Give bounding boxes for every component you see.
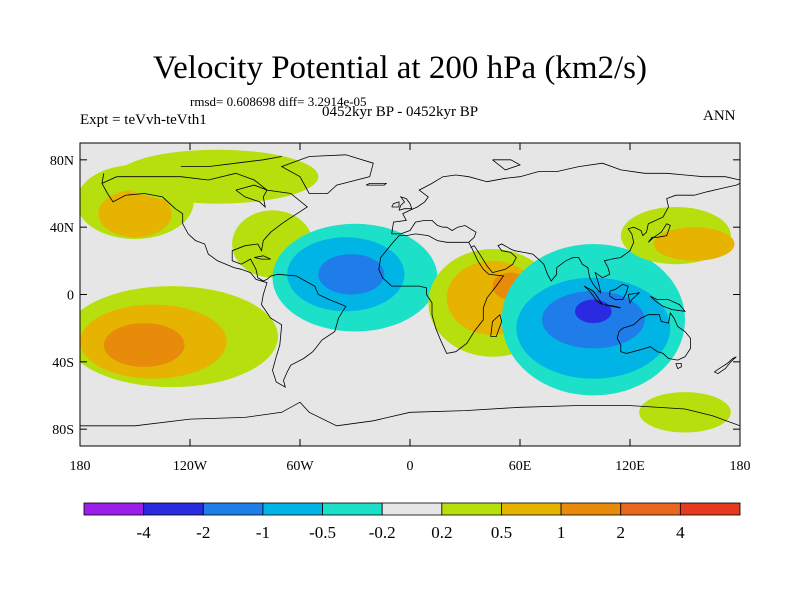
colorbar: -4 -2 -1 -0.5 -0.2 0.2 0.5 1 2 4: [83, 502, 741, 542]
colorbar-label: -1: [256, 523, 270, 542]
coastline-segment: [101, 173, 105, 184]
colorbar-swatch: [143, 502, 204, 516]
lon-tick-label: 180: [70, 459, 91, 474]
coastline-segment: [649, 295, 686, 312]
lat-tick-label: 40S: [52, 356, 74, 371]
colorbar-label: -0.2: [369, 523, 396, 542]
coastline-segment: [378, 220, 505, 354]
experiment-label: Expt = teVvh-teVth1: [80, 112, 207, 128]
lat-tick-label: 80S: [52, 423, 74, 438]
colorbar-label: 1: [557, 523, 566, 542]
contour-region: [575, 299, 612, 324]
contour-region: [98, 190, 172, 238]
coastline-segment: [470, 183, 740, 294]
coastline-segment: [675, 363, 682, 370]
lat-tick-label: 40N: [50, 221, 74, 236]
coastline-segment: [583, 285, 603, 305]
lon-tick-label: 180: [730, 459, 751, 474]
colorbar-swatch: [202, 502, 264, 516]
lon-tick-label: 120W: [173, 459, 208, 474]
colorbar-swatch: [560, 502, 622, 516]
lon-tick-label: 60W: [286, 459, 314, 474]
contour-region: [653, 227, 735, 261]
lon-tick-label: 120E: [615, 459, 645, 474]
contour-region: [318, 254, 385, 295]
coastline-segment: [80, 401, 740, 427]
colorbar-swatch: [322, 502, 383, 516]
coastline-segment: [492, 159, 521, 171]
colorbar-swatch: [83, 502, 145, 516]
coastline-segment: [365, 183, 388, 186]
latitude-axis: 80N 40N 0 40S 80S: [50, 154, 740, 438]
colorbar-label: 2: [616, 523, 625, 542]
lat-tick-label: 0: [67, 289, 74, 304]
coastline-segment: [398, 196, 413, 211]
longitude-axis: 180 120W 60W 0 60E 120E 180: [70, 143, 751, 474]
colorbar-label: -4: [137, 523, 152, 542]
coastline-segment: [604, 304, 621, 309]
colorbar-label: -2: [196, 523, 210, 542]
colorbar-swatch: [501, 502, 562, 516]
lat-tick-label: 80N: [50, 154, 74, 169]
coastline-segment: [235, 184, 268, 209]
colorbar-swatch: [262, 502, 323, 516]
colorbar-label: 4: [676, 523, 685, 542]
coastline-segment: [101, 172, 347, 388]
coastline-segment: [490, 313, 503, 337]
lon-tick-label: 60E: [509, 459, 532, 474]
coastline-segment: [609, 283, 629, 300]
coastline-segment: [180, 156, 282, 167]
colorbar-swatch: [679, 502, 741, 516]
coastline-segment: [647, 223, 671, 243]
colorbar-label: 0.2: [431, 523, 452, 542]
coastline-segment: [254, 255, 271, 260]
coastline-segment: [627, 292, 641, 305]
season-label: ANN: [703, 108, 736, 124]
coastline-segment: [391, 201, 400, 208]
coastline-segment: [714, 356, 737, 375]
coastlines: [80, 154, 740, 427]
colorbar-swatch: [441, 502, 502, 516]
coastline-segment: [391, 162, 740, 234]
lon-tick-label: 0: [407, 459, 414, 474]
statistics-text: rmsd= 0.608698 diff= 3.2914e-05: [190, 94, 367, 109]
period-label: 0452kyr BP - 0452kyr BP: [322, 104, 479, 120]
plot-title: Velocity Potential at 200 hPa (km2/s): [152, 50, 648, 86]
contour-region: [639, 392, 731, 433]
velocity-potential-field: [80, 149, 735, 433]
coastline-segment: [280, 154, 374, 194]
coastline-segment: [616, 312, 691, 361]
colorbar-label: -0.5: [309, 523, 336, 542]
contour-region: [103, 323, 185, 367]
colorbar-swatch: [381, 502, 443, 516]
colorbar-swatch: [620, 502, 681, 516]
colorbar-label: 0.5: [491, 523, 512, 542]
